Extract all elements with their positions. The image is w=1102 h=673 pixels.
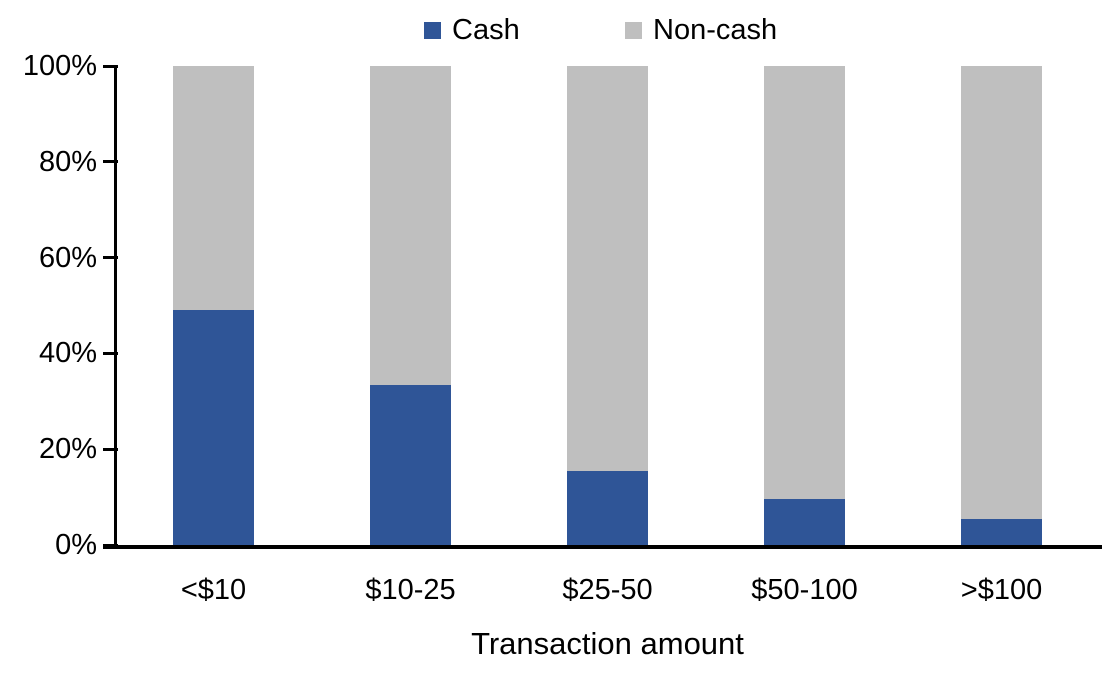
y-tick-40 — [103, 351, 118, 355]
noncash-legend-swatch-icon — [625, 21, 642, 39]
bar-segment-cash-0 — [173, 310, 254, 545]
x-category-label-4: >$100 — [960, 574, 1043, 606]
x-axis-title: Transaction amount — [471, 626, 744, 661]
y-tick-label-40: 40% — [38, 337, 97, 370]
bar-segment-non-cash-3 — [764, 66, 845, 500]
cash-legend-swatch-icon — [424, 21, 441, 39]
y-tick-60 — [103, 256, 118, 260]
x-axis-line — [103, 545, 1102, 549]
y-tick-label-80: 80% — [38, 145, 97, 178]
y-axis-line — [114, 66, 117, 549]
cash-legend-label: Cash — [452, 14, 520, 46]
y-tick-80 — [103, 160, 118, 164]
bar-segment-cash-4 — [961, 518, 1042, 545]
y-tick-label-0: 0% — [55, 529, 97, 561]
bar-segment-non-cash-0 — [173, 66, 254, 311]
x-category-label-1: $10-25 — [365, 574, 456, 606]
bar-segment-cash-3 — [764, 499, 845, 545]
bar-segment-non-cash-4 — [961, 66, 1042, 519]
legend-item-cash: Cash — [424, 12, 520, 48]
x-category-label-2: $25-50 — [562, 574, 653, 606]
y-tick-label-100: 100% — [22, 50, 97, 82]
bar-segment-non-cash-1 — [370, 66, 451, 385]
x-category-label-0: <$10 — [180, 574, 247, 606]
noncash-legend-label: Non-cash — [653, 14, 778, 46]
bar-segment-cash-2 — [567, 470, 648, 545]
y-tick-20 — [103, 447, 118, 451]
bar-segment-non-cash-2 — [567, 66, 648, 471]
x-category-label-3: $50-100 — [751, 574, 858, 606]
y-tick-label-20: 20% — [38, 433, 97, 466]
legend-item-noncash: Non-cash — [625, 12, 777, 48]
y-tick-100 — [103, 64, 118, 68]
y-tick-label-60: 60% — [38, 241, 97, 274]
bar-segment-cash-1 — [370, 384, 451, 545]
y-tick-0 — [103, 543, 118, 547]
